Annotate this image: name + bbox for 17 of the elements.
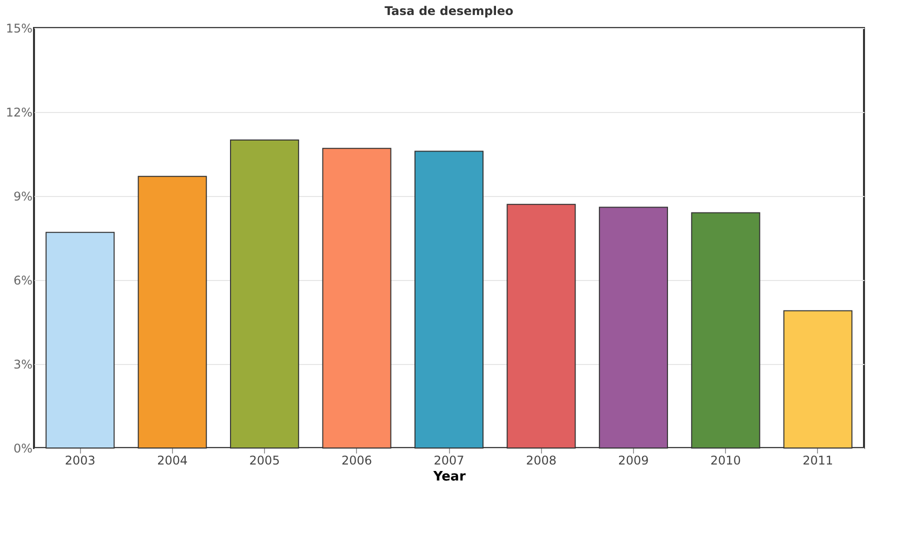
x-tick-label: 2008 <box>526 454 556 468</box>
x-tick-label: 2006 <box>342 454 372 468</box>
x-tick-label: 2003 <box>64 454 96 468</box>
y-tick-label: 3% <box>13 358 32 372</box>
x-tick-label: 2009 <box>618 454 649 468</box>
x-tick-label: 2005 <box>249 454 280 468</box>
chart-title: Tasa de desempleo <box>384 4 514 18</box>
y-tick-label: 12% <box>6 106 32 120</box>
x-axis-title: Year <box>432 470 466 484</box>
y-tick-label: 9% <box>13 190 32 204</box>
x-tick-label: 2010 <box>710 454 741 468</box>
y-tick-label: 6% <box>13 274 32 288</box>
y-tick-label: 0% <box>13 442 32 456</box>
y-tick-label: 15% <box>6 22 32 36</box>
x-tick-label: 2004 <box>157 454 188 468</box>
x-tick-label: 2007 <box>434 454 464 468</box>
x-tick-label: 2011 <box>802 454 834 468</box>
